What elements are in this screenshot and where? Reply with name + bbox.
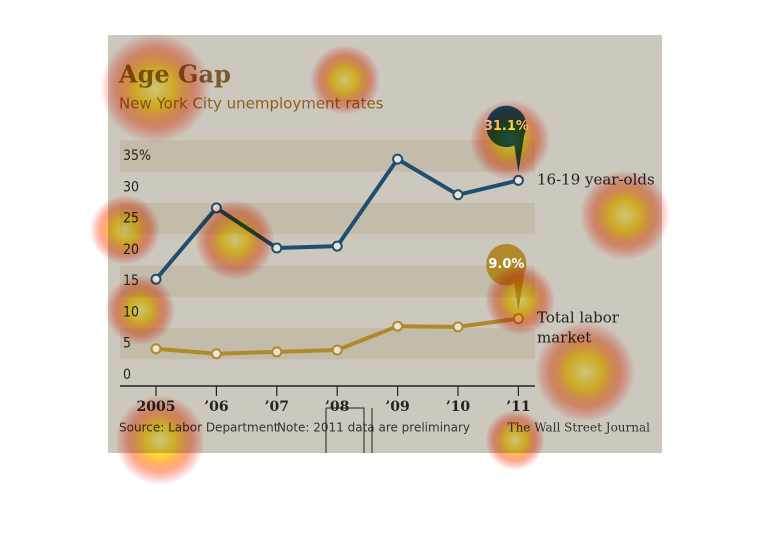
x-tick-label: ’09 [385,399,409,415]
heat-spot [195,200,275,280]
x-tick-label: ’10 [446,399,471,415]
heat-spot [485,410,545,470]
heat-spot [485,265,555,335]
data-point [452,321,464,333]
x-tick-label: ’08 [325,399,349,415]
heat-spot [470,100,550,180]
note: Note: 2011 data are preliminary [277,421,470,435]
data-point [392,153,404,165]
heat-spot [580,170,670,260]
x-tick-label: ’06 [204,399,228,415]
heat-spot [310,45,380,115]
grid-band [120,265,535,297]
y-tick-label: 5 [123,336,131,352]
heat-spot [100,33,210,143]
heat-spot [535,322,635,422]
grid-band [120,328,535,360]
heat-spot [90,195,160,265]
grid-band [120,202,535,235]
heat-spot [105,275,175,345]
data-point [210,348,222,360]
y-tick-label: 30 [123,179,139,195]
y-tick-label: 0 [123,367,131,383]
overlay-lines [325,407,373,453]
data-point [452,189,464,201]
data-point [271,346,283,358]
bands [120,140,535,360]
heatmap [90,33,670,485]
data-point [150,343,162,355]
grid-band [120,140,535,172]
data-point [331,240,343,252]
y-tick-label: 35% [123,148,151,164]
data-point [392,320,404,332]
data-point [331,344,343,356]
x-tick-label: ’07 [265,399,289,415]
heat-spot [115,395,205,485]
